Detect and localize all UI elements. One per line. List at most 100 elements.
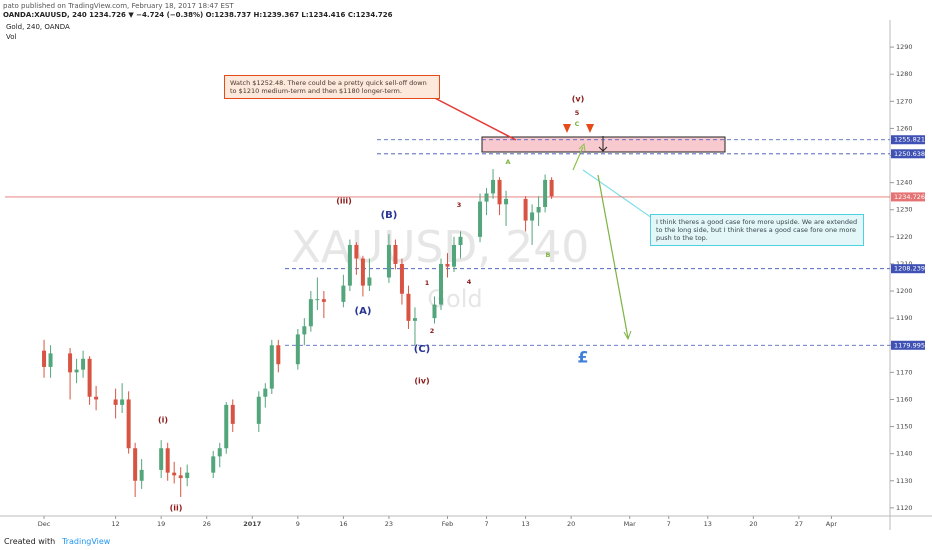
candle-body: [74, 369, 79, 373]
candle-body: [276, 345, 281, 365]
level-label: 1208.239: [894, 265, 925, 273]
footer-brand: TradingView: [62, 537, 111, 546]
candle-body: [367, 277, 372, 286]
x-tick-label: 26: [203, 520, 211, 528]
candle-body: [256, 396, 261, 424]
x-tick-label: Feb: [442, 520, 454, 528]
candle-body: [230, 404, 235, 424]
candle-body: [302, 326, 307, 335]
level-tag: [891, 264, 925, 274]
quote: OANDA:XAUUSD, 240 1234.726 ▼ −4.724 (−0.…: [3, 11, 393, 19]
candle-body: [536, 207, 541, 213]
candle-body: [438, 263, 443, 305]
note: Watch $1252.48. There could be a pretty …: [224, 75, 440, 99]
x-tick-label: 7: [667, 520, 671, 528]
candle-body: [315, 299, 320, 301]
y-tick-label: 1150: [896, 423, 913, 431]
candle-body: [87, 358, 92, 397]
candle-body: [139, 469, 144, 481]
candle-body: [399, 263, 404, 294]
candle-body: [478, 201, 483, 237]
candle-body: [549, 179, 554, 197]
legend: Gold, 240, OANDA: [6, 23, 70, 31]
arrow: [598, 136, 608, 152]
y-tick-label: 1170: [896, 368, 913, 376]
x-tick-label: 13: [521, 520, 529, 528]
candle-body: [68, 353, 73, 373]
watermark-name: Gold: [427, 285, 482, 313]
candle-body: [523, 198, 528, 221]
note: I think theres a good case fore more ups…: [650, 214, 864, 246]
note-pointer: [582, 169, 653, 219]
wave-label: (i): [158, 416, 168, 425]
y-tick-label: 1140: [896, 450, 913, 458]
candle-body: [120, 399, 125, 405]
x-tick-label: Apr: [826, 520, 838, 528]
x-tick-label: 23: [385, 520, 393, 528]
candle-body: [217, 448, 222, 457]
y-tick-label: 1290: [896, 43, 913, 51]
y-tick-label: 1200: [896, 287, 913, 295]
y-tick-label: 1120: [896, 504, 913, 512]
candle-body: [412, 318, 417, 321]
y-tick-label: 1280: [896, 70, 913, 78]
candle-body: [458, 236, 463, 245]
y-tick-label: 1160: [896, 395, 913, 403]
wave-label: B: [546, 251, 551, 259]
arrow-head: [623, 330, 632, 341]
candle-body: [81, 358, 86, 370]
candle-body: [504, 198, 509, 205]
candle-body: [347, 244, 352, 286]
wave-label: (iv): [414, 377, 429, 386]
last-price-tag: [891, 192, 925, 202]
candle-body: [165, 448, 170, 473]
wave-label: A: [505, 158, 510, 166]
y-tick-label: 1260: [896, 124, 913, 132]
level-tag: [891, 340, 925, 350]
arrow-head: [578, 142, 586, 152]
candle-body: [543, 179, 548, 208]
candle-body: [159, 448, 164, 470]
candle-body: [393, 244, 398, 264]
volume-legend: Vol: [6, 33, 17, 41]
candle-body: [386, 244, 391, 278]
candle-body: [354, 244, 359, 259]
level-tag: [891, 149, 925, 159]
candle-body: [308, 299, 313, 327]
candle-body: [269, 345, 274, 389]
footer-created: Created with: [4, 537, 56, 546]
candle-body: [178, 475, 183, 479]
y-tick-label: 1210: [896, 260, 913, 268]
arrow: [572, 146, 584, 171]
publisher: pato published on TradingView.com, Febru…: [3, 2, 234, 10]
down-marker: [563, 124, 571, 133]
x-tick-label: 13: [704, 520, 712, 528]
candle-body: [224, 404, 229, 449]
candle-body: [295, 334, 300, 365]
wave-label: 4: [467, 278, 472, 286]
wave-label: 5: [575, 109, 580, 117]
level-label: 1179.995: [894, 341, 925, 349]
x-tick-label: Dec: [38, 520, 51, 528]
last-price-label: 1234.726: [894, 193, 925, 201]
y-tick-label: 1190: [896, 314, 913, 322]
candle-body: [185, 472, 190, 479]
down-marker: [586, 124, 594, 133]
candle-body: [113, 399, 118, 405]
wave-label: 1: [425, 279, 430, 287]
y-tick-label: 1130: [896, 477, 913, 485]
wave-label: (C): [414, 344, 430, 355]
candle-body: [497, 179, 502, 205]
candle-body: [263, 388, 268, 397]
x-tick-label: 9: [296, 520, 300, 528]
candle-body: [360, 258, 365, 286]
x-tick-label: 12: [111, 520, 119, 528]
x-tick-label: 7: [484, 520, 488, 528]
candle-body: [94, 396, 99, 400]
wave-label: (A): [355, 306, 372, 317]
candle-body: [452, 244, 457, 267]
level-label: 1250.638: [894, 150, 925, 158]
